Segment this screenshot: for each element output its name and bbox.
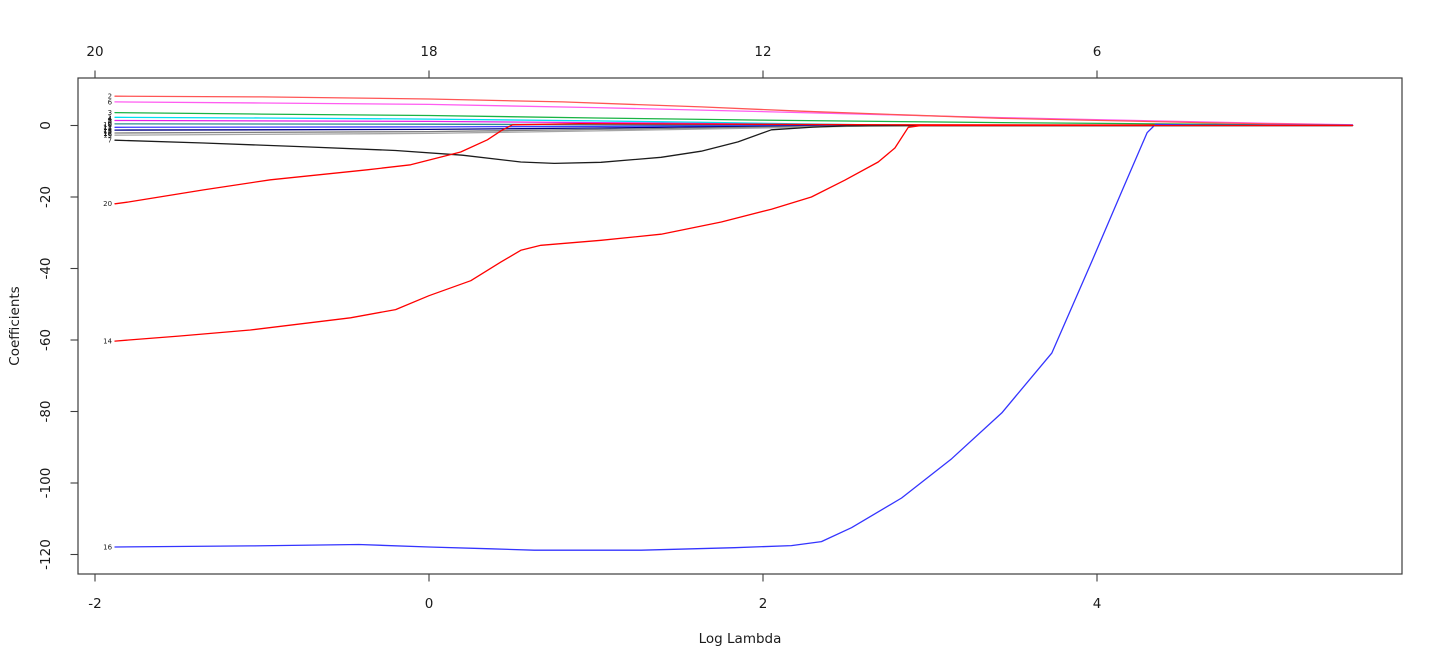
- x-axis-tick-label: 0: [425, 596, 434, 612]
- series-label-18: 18: [103, 130, 112, 138]
- x-axis-tick-label: 2: [759, 596, 768, 612]
- y-axis-tick-label: 0: [38, 121, 54, 130]
- top-axis-tick-label: 18: [420, 44, 437, 60]
- series-line-3: [114, 111, 1354, 126]
- series-label-4: 4: [108, 115, 113, 123]
- series-line-2: [114, 95, 1354, 126]
- series-label-9: 9: [108, 120, 112, 128]
- x-axis-tick-label: 4: [1093, 596, 1102, 612]
- y-axis-tick-label: -120: [38, 539, 54, 570]
- y-axis-tick-label: -80: [38, 400, 54, 422]
- series-label-1: 1: [108, 114, 112, 122]
- series-label-14: 14: [103, 337, 112, 345]
- series-label-17: 17: [103, 129, 112, 137]
- x-axis-tick-label: -2: [88, 596, 101, 612]
- series-label-12: 12: [103, 124, 112, 132]
- series-label-2: 2: [108, 93, 112, 101]
- series-label-20: 20: [103, 200, 112, 208]
- series-line-16: [114, 123, 1354, 551]
- series-line-14: [114, 124, 1354, 342]
- y-axis-tick-label: -60: [38, 329, 54, 351]
- plot-box: [77, 77, 1403, 575]
- series-label-5: 5: [108, 117, 112, 125]
- y-axis-title: Coefficients: [7, 286, 23, 366]
- y-axis-tick-label: -20: [38, 186, 54, 208]
- series-label-6: 6: [108, 98, 113, 106]
- series-label-11: 11: [103, 124, 112, 132]
- series-label-3: 3: [108, 109, 112, 117]
- y-axis-tick-label: -40: [38, 257, 54, 279]
- series-label-16: 16: [103, 543, 112, 551]
- y-axis-tick-label: -100: [38, 468, 54, 499]
- x-axis-title: Log Lambda: [698, 631, 782, 647]
- series-line-6: [114, 101, 1354, 126]
- top-axis-tick-label: 6: [1093, 44, 1102, 60]
- series-line-20: [114, 123, 1354, 205]
- top-axis-tick-label: 12: [754, 44, 771, 60]
- series-line-7: [114, 124, 1354, 165]
- series-label-19: 19: [103, 132, 112, 140]
- series-label-13: 13: [103, 127, 112, 135]
- series-label-10: 10: [103, 121, 112, 129]
- series-label-8: 8: [108, 118, 112, 126]
- series-label-15: 15: [103, 127, 112, 135]
- series-label-7: 7: [108, 137, 112, 145]
- top-axis-tick-label: 20: [86, 44, 103, 60]
